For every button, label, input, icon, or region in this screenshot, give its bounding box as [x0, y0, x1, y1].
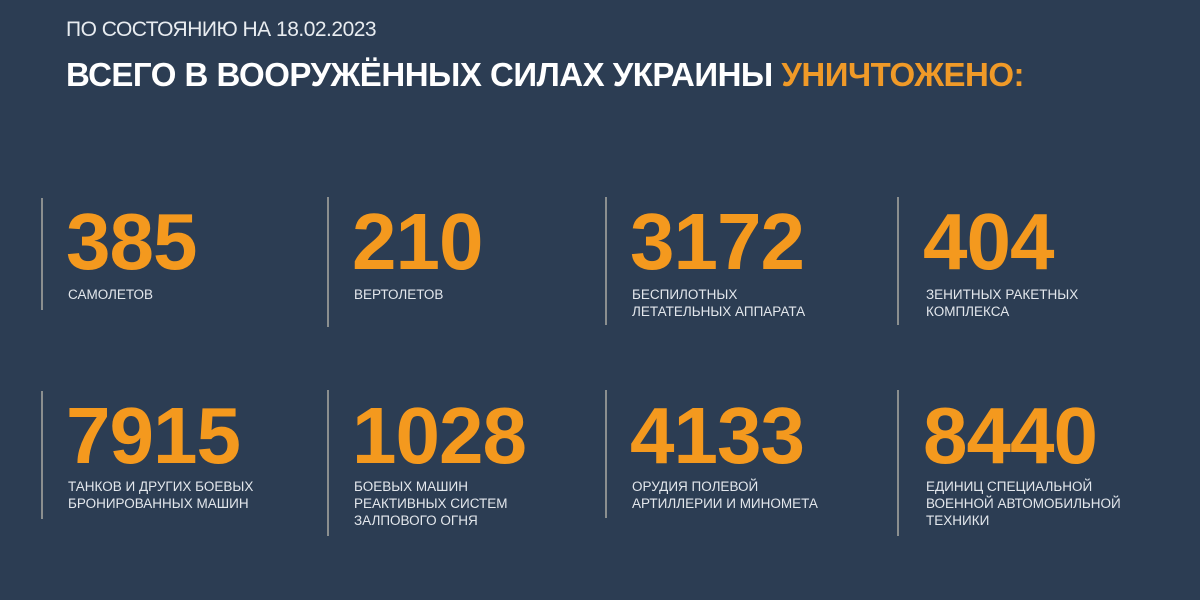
- stat-value: 385: [66, 197, 197, 286]
- stat-value: 1028: [352, 391, 527, 480]
- stat-value: 3172: [630, 197, 805, 286]
- stat-value: 4133: [630, 391, 805, 480]
- divider: [327, 197, 329, 327]
- stat-value: 8440: [923, 391, 1098, 480]
- divider: [605, 390, 607, 518]
- headline: ВСЕГО В ВООРУЖЁННЫХ СИЛАХ УКРАИНЫ УНИЧТО…: [66, 56, 1025, 94]
- divider: [41, 198, 43, 310]
- stat-value: 7915: [66, 391, 241, 480]
- headline-accent: УНИЧТОЖЕНО:: [781, 56, 1025, 93]
- headline-main: ВСЕГО В ВООРУЖЁННЫХ СИЛАХ УКРАИНЫ: [66, 56, 773, 93]
- stat-label: ЗЕНИТНЫХ РАКЕТНЫХ КОМПЛЕКСА: [926, 287, 1079, 319]
- stat-label: ВЕРТОЛЕТОВ: [354, 287, 444, 302]
- divider: [41, 391, 43, 519]
- stat-value: 210: [352, 197, 483, 286]
- stat-label: ЕДИНИЦ СПЕЦИАЛЬНОЙ ВОЕННОЙ АВТОМОБИЛЬНОЙ…: [926, 479, 1121, 528]
- divider: [897, 390, 899, 536]
- date-subtitle: ПО СОСТОЯНИЮ НА 18.02.2023: [66, 18, 377, 41]
- divider: [605, 197, 607, 325]
- stat-label: ТАНКОВ И ДРУГИХ БОЕВЫХ БРОНИРОВАННЫХ МАШ…: [68, 479, 254, 511]
- stat-label: САМОЛЕТОВ: [68, 287, 154, 302]
- stat-label: ОРУДИЯ ПОЛЕВОЙ АРТИЛЛЕРИИ И МИНОМЕТА: [632, 479, 818, 511]
- stat-value: 404: [923, 197, 1054, 286]
- divider: [897, 197, 899, 325]
- stat-label: БЕСПИЛОТНЫХ ЛЕТАТЕЛЬНЫХ АППАРАТА: [632, 287, 806, 319]
- stat-label: БОЕВЫХ МАШИН РЕАКТИВНЫХ СИСТЕМ ЗАЛПОВОГО…: [354, 479, 508, 528]
- divider: [327, 390, 329, 536]
